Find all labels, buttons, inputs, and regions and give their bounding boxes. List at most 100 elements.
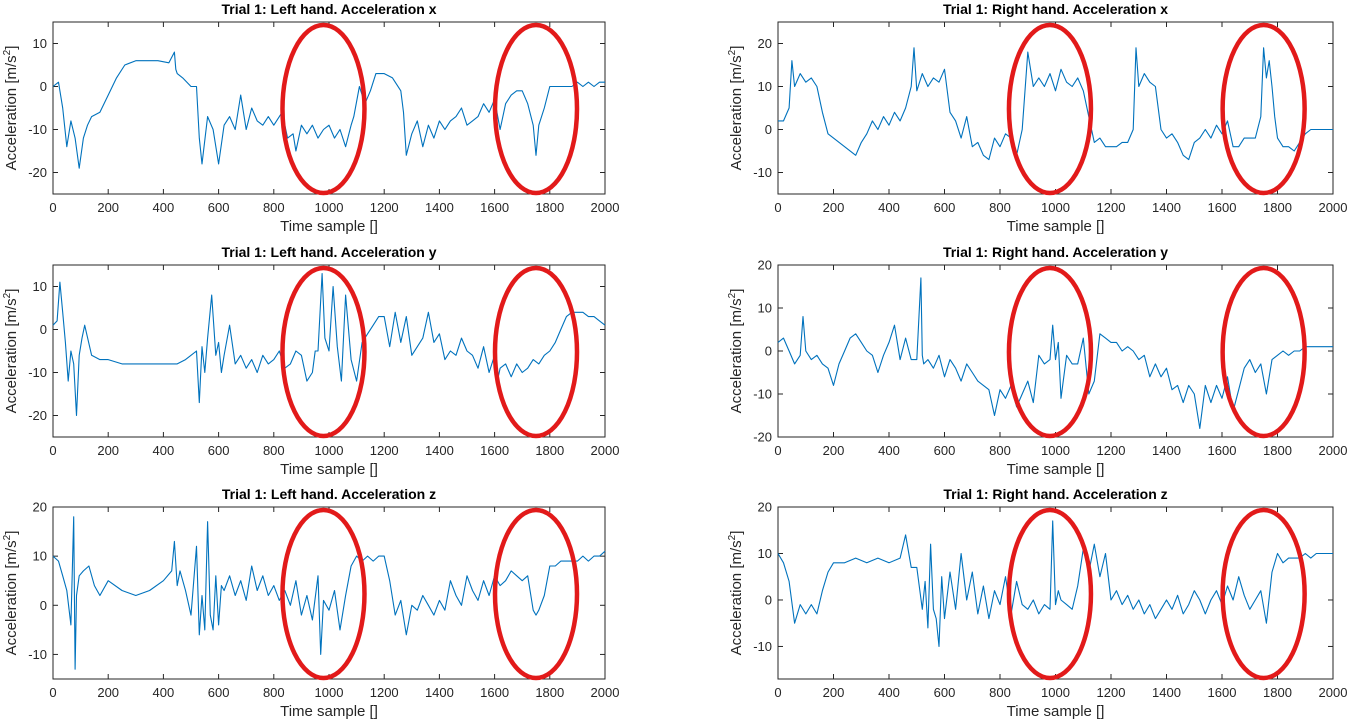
y-axis-label-superscript: 2: [2, 292, 13, 298]
x-tick-label: 1600: [1208, 443, 1237, 458]
x-tick-label: 800: [989, 443, 1011, 458]
y-tick-label: -10: [28, 365, 47, 380]
y-axis-label-superscript: 2: [2, 534, 13, 540]
y-axis-label: Acceleration [m/s2]: [727, 289, 745, 414]
x-tick-label: 1400: [425, 200, 454, 215]
x-tick-label: 1000: [315, 200, 344, 215]
x-tick-label: 800: [989, 685, 1011, 700]
x-tick-label: 600: [934, 685, 956, 700]
series-line: [52, 516, 606, 670]
y-axis-label-superscript: 2: [727, 292, 738, 298]
x-tick-label: 0: [774, 685, 781, 700]
y-tick-label: 10: [33, 549, 47, 564]
y-tick-label: -20: [28, 165, 47, 180]
x-tick-label: 1400: [1152, 200, 1181, 215]
series-line: [778, 47, 1333, 161]
y-tick-label: 0: [765, 344, 772, 359]
x-tick-label: 1800: [535, 443, 564, 458]
chart-title: Trial 1: Left hand. Acceleration y: [222, 244, 437, 260]
chart-title: Trial 1: Right hand. Acceleration y: [943, 244, 1168, 260]
y-axis-label: Acceleration [m/s2]: [727, 531, 745, 656]
y-tick-label: -20: [28, 408, 47, 423]
chart-title: Trial 1: Left hand. Acceleration z: [222, 486, 436, 502]
highlight-ellipse: [280, 265, 367, 439]
chart-panel-1: 0 200 400 600 800 1000 1200 1400 1600 1800 2000 -20…: [2, 1, 619, 235]
series-line: [52, 51, 605, 169]
x-tick-label: 1400: [425, 443, 454, 458]
x-tick-label: 600: [934, 443, 956, 458]
x-tick-label: 0: [774, 443, 781, 458]
highlight-ellipse: [1220, 265, 1307, 439]
x-tick-label: 1600: [1208, 200, 1237, 215]
x-tick-label: 200: [97, 200, 119, 215]
x-tick-label: 1800: [1263, 443, 1292, 458]
x-tick-label: 2000: [1319, 685, 1348, 700]
x-tick-label: 1200: [1097, 200, 1126, 215]
highlight-ellipse: [492, 22, 580, 196]
y-tick-label: 0: [40, 79, 47, 94]
x-tick-label: 400: [878, 685, 900, 700]
x-tick-label: 1600: [480, 685, 509, 700]
x-tick-label: 400: [153, 200, 175, 215]
x-tick-label: 600: [208, 200, 230, 215]
x-tick-label: 400: [153, 685, 175, 700]
chart-panel-2: 0 200 400 600 800 1000 1200 1400 1600 1800 2000-10…: [727, 1, 1347, 235]
x-tick-label: 1000: [315, 443, 344, 458]
y-axis-label-superscript: 2: [2, 49, 13, 55]
y-tick-label: 0: [765, 592, 772, 607]
x-axis-label: Time sample []: [280, 218, 378, 235]
x-tick-label: 200: [823, 685, 845, 700]
x-tick-label: 2000: [1319, 200, 1348, 215]
y-axis-label-main: Acceleration [m/s: [728, 298, 745, 413]
y-tick-label: 10: [758, 546, 772, 561]
chart-title: Trial 1: Left hand. Acceleration x: [222, 1, 437, 17]
x-tick-label: 2000: [591, 443, 620, 458]
x-tick-label: 1200: [370, 200, 399, 215]
x-tick-label: 800: [263, 443, 285, 458]
chart-title: Trial 1: Right hand. Acceleration x: [943, 1, 1168, 17]
y-axis-label-tail: ]: [3, 289, 20, 293]
chart-title: Trial 1: Right hand. Acceleration z: [943, 486, 1167, 502]
x-tick-label: 200: [97, 685, 119, 700]
y-axis-label-main: Acceleration [m/s: [728, 540, 745, 655]
x-axis-label: Time sample []: [1007, 461, 1105, 478]
plot-area: [777, 264, 1334, 438]
x-tick-label: 2000: [591, 200, 620, 215]
x-tick-label: 0: [49, 685, 56, 700]
plot-area: [52, 21, 606, 195]
highlight-ellipse: [492, 265, 580, 439]
chart-panel-3: 0 200 400 600 800 1000 1200 1400 1600 1800 2000 -20…: [2, 244, 619, 478]
x-axis-label: Time sample []: [1007, 703, 1105, 720]
y-axis-label-superscript: 2: [727, 534, 738, 540]
x-tick-label: 800: [989, 200, 1011, 215]
plot-area: [52, 506, 606, 680]
x-tick-label: 1200: [370, 443, 399, 458]
y-axis-label-tail: ]: [3, 531, 20, 535]
x-tick-label: 1200: [370, 685, 399, 700]
x-tick-label: 1400: [425, 685, 454, 700]
series-line: [777, 277, 1333, 429]
y-tick-label: 10: [758, 79, 772, 94]
y-axis-label-tail: ]: [728, 531, 745, 535]
highlight-ellipse: [280, 22, 367, 196]
x-tick-label: 1800: [1263, 685, 1292, 700]
x-tick-label: 1000: [1041, 200, 1070, 215]
x-tick-label: 600: [208, 685, 230, 700]
y-tick-label: -10: [28, 122, 47, 137]
y-tick-label: 20: [758, 500, 772, 515]
x-tick-label: 1600: [480, 443, 509, 458]
chart-panel-4: 0 200 400 600 800 1000 1200 1400 1600 1800 2000-20…: [727, 244, 1347, 478]
plot-area: [777, 21, 1334, 195]
x-tick-label: 0: [774, 200, 781, 215]
chart-panel-5: 0 200 400 600 800 1000 1200 1400 1600 1800 2000-10…: [2, 486, 619, 720]
x-tick-label: 1400: [1152, 685, 1181, 700]
y-axis-label-main: Acceleration [m/s: [3, 298, 20, 413]
y-axis-label-tail: ]: [728, 46, 745, 50]
x-tick-label: 400: [878, 443, 900, 458]
y-tick-label: 0: [40, 322, 47, 337]
y-axis-label: Acceleration [m/s2]: [2, 289, 20, 414]
x-tick-label: 200: [823, 443, 845, 458]
x-axis-label: Time sample []: [280, 703, 378, 720]
x-axis-label: Time sample []: [280, 461, 378, 478]
x-tick-label: 1600: [1208, 685, 1237, 700]
